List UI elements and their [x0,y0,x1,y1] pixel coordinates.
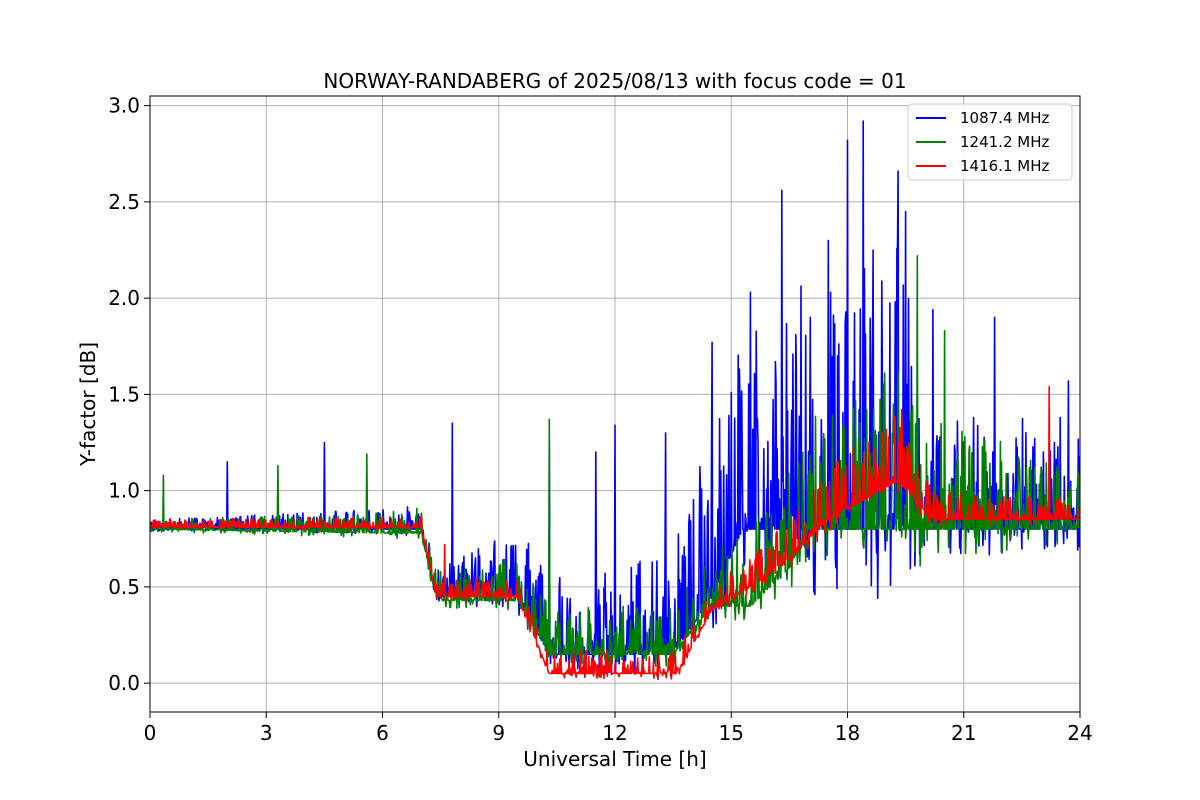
y-tick-label: 1.0 [108,479,140,503]
legend-box [907,103,1073,181]
y-tick-label: 2.5 [108,190,140,214]
y-tick-label: 3.0 [108,94,140,118]
x-tick-label: 15 [719,721,744,745]
series-layer [150,120,1080,680]
y-tick-label: 1.5 [108,382,140,406]
x-axis-label: Universal Time [h] [523,747,706,771]
x-tick-label: 12 [602,721,627,745]
series-clip-group [150,120,1080,680]
legend-label: 1416.1 MHz [960,157,1049,175]
x-tick-label: 9 [492,721,505,745]
x-tick-label: 21 [951,721,976,745]
y-tick-label: 0.5 [108,575,140,599]
legend-label: 1241.2 MHz [960,133,1049,151]
y-tick-label: 2.0 [108,286,140,310]
y-tick-label: 0.0 [108,671,140,695]
x-tick-label: 18 [835,721,860,745]
x-tick-label: 0 [144,721,157,745]
y-axis-label: Y-factor [dB] [76,342,100,467]
x-tick-label: 6 [376,721,389,745]
x-tick-label: 3 [260,721,273,745]
legend: 1087.4 MHz 1241.2 MHz 1416.1 MHz [907,103,1073,181]
x-tick-label: 24 [1067,721,1092,745]
legend-label: 1087.4 MHz [960,109,1049,127]
ticks: 0 3 6 9 12 15 18 21 24 0.0 0.5 1.0 1.5 2.0 2.5 3.0 [108,94,1093,745]
chart-title: NORWAY-RANDABERG of 2025/08/13 with focu… [323,69,906,93]
series-line-2 [150,385,1080,680]
